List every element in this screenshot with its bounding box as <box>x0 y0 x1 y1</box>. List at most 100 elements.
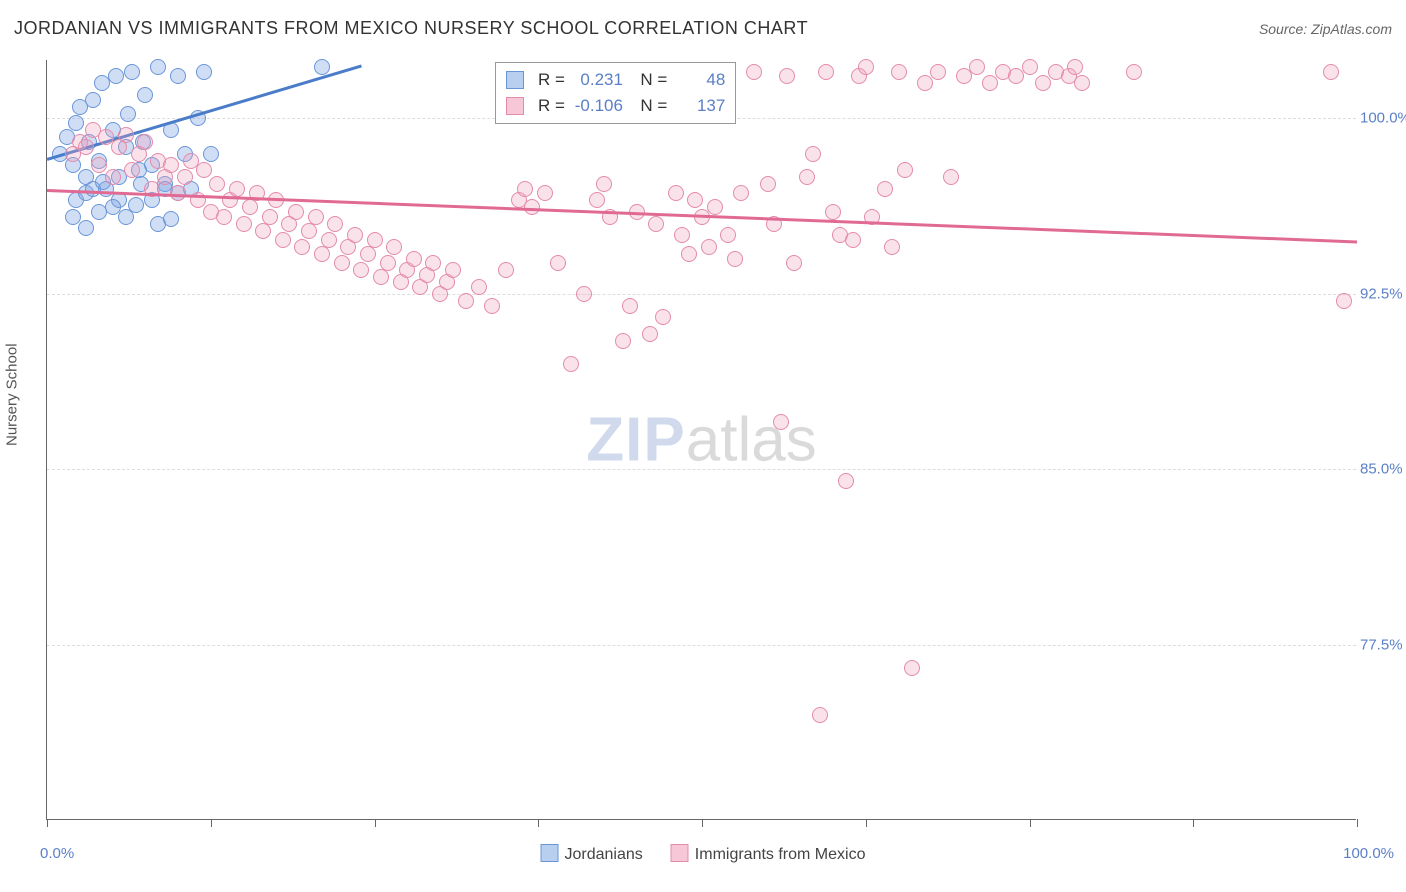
data-point-mexico <box>406 251 422 267</box>
y-tick-label: 100.0% <box>1360 110 1406 127</box>
data-point-jordanians <box>137 87 153 103</box>
data-point-mexico <box>262 209 278 225</box>
data-point-mexico <box>275 232 291 248</box>
data-point-mexico <box>314 246 330 262</box>
data-point-mexico <box>308 209 324 225</box>
data-point-mexico <box>137 134 153 150</box>
y-tick-label: 85.0% <box>1360 461 1406 478</box>
gridline <box>47 645 1356 646</box>
data-point-mexico <box>177 169 193 185</box>
data-point-mexico <box>622 298 638 314</box>
stat-n-mexico: 137 <box>675 93 725 119</box>
plot-area: ZIPatlas 100.0%92.5%85.0%77.5% <box>46 60 1356 820</box>
chart-title: JORDANIAN VS IMMIGRANTS FROM MEXICO NURS… <box>14 18 808 39</box>
data-point-mexico <box>969 59 985 75</box>
data-point-mexico <box>615 333 631 349</box>
data-point-mexico <box>746 64 762 80</box>
stat-r-label: R = <box>538 67 565 93</box>
x-tick <box>866 819 867 827</box>
stat-r-mexico: -0.106 <box>573 93 623 119</box>
data-point-mexico <box>550 255 566 271</box>
data-point-mexico <box>1074 75 1090 91</box>
swatch-jordanians <box>541 844 559 862</box>
legend-label-mexico: Immigrants from Mexico <box>695 846 866 863</box>
data-point-jordanians <box>124 64 140 80</box>
data-point-mexico <box>825 204 841 220</box>
data-point-mexico <box>596 176 612 192</box>
stat-r-jordanians: 0.231 <box>573 67 623 93</box>
data-point-mexico <box>425 255 441 271</box>
data-point-mexico <box>805 146 821 162</box>
swatch-jordanians-icon <box>506 71 524 89</box>
data-point-mexico <box>838 473 854 489</box>
data-point-mexico <box>897 162 913 178</box>
data-point-jordanians <box>163 211 179 227</box>
legend-item-jordanians: Jordanians <box>541 844 643 864</box>
source-attribution: Source: ZipAtlas.com <box>1259 21 1392 37</box>
data-point-mexico <box>1323 64 1339 80</box>
data-point-mexico <box>78 139 94 155</box>
x-tick <box>538 819 539 827</box>
data-point-mexico <box>1067 59 1083 75</box>
data-point-mexico <box>498 262 514 278</box>
data-point-mexico <box>576 286 592 302</box>
x-tick <box>702 819 703 827</box>
data-point-mexico <box>668 185 684 201</box>
data-point-mexico <box>701 239 717 255</box>
data-point-jordanians <box>78 220 94 236</box>
watermark-part2: atlas <box>686 405 817 474</box>
data-point-mexico <box>877 181 893 197</box>
x-axis-max-label: 100.0% <box>1343 845 1394 862</box>
legend-bottom: Jordanians Immigrants from Mexico <box>541 844 866 864</box>
data-point-jordanians <box>203 146 219 162</box>
data-point-mexico <box>589 192 605 208</box>
data-point-mexico <box>353 262 369 278</box>
data-point-mexico <box>642 326 658 342</box>
data-point-mexico <box>196 162 212 178</box>
data-point-mexico <box>386 239 402 255</box>
data-point-mexico <box>1336 293 1352 309</box>
gridline <box>47 469 1356 470</box>
data-point-mexico <box>930 64 946 80</box>
y-tick-label: 77.5% <box>1360 636 1406 653</box>
x-axis-min-label: 0.0% <box>40 845 74 862</box>
swatch-mexico <box>671 844 689 862</box>
data-point-jordanians <box>314 59 330 75</box>
x-tick <box>1193 819 1194 827</box>
data-point-mexico <box>1022 59 1038 75</box>
data-point-mexico <box>484 298 500 314</box>
data-point-mexico <box>773 414 789 430</box>
data-point-mexico <box>760 176 776 192</box>
data-point-mexico <box>445 262 461 278</box>
data-point-mexico <box>236 216 252 232</box>
data-point-mexico <box>321 232 337 248</box>
x-tick <box>375 819 376 827</box>
correlation-stats-box: R = 0.231 N = 48 R = -0.106 N = 137 <box>495 62 736 124</box>
data-point-mexico <box>124 162 140 178</box>
data-point-mexico <box>674 227 690 243</box>
swatch-mexico-icon <box>506 97 524 115</box>
data-point-mexico <box>1035 75 1051 91</box>
x-tick <box>211 819 212 827</box>
data-point-mexico <box>347 227 363 243</box>
data-point-mexico <box>845 232 861 248</box>
data-point-mexico <box>229 181 245 197</box>
data-point-mexico <box>563 356 579 372</box>
data-point-mexico <box>163 157 179 173</box>
data-point-mexico <box>727 251 743 267</box>
data-point-mexico <box>91 157 107 173</box>
data-point-jordanians <box>108 68 124 84</box>
x-tick <box>47 819 48 827</box>
data-point-mexico <box>471 279 487 295</box>
data-point-mexico <box>681 246 697 262</box>
data-point-mexico <box>917 75 933 91</box>
data-point-mexico <box>648 216 664 232</box>
x-tick <box>1030 819 1031 827</box>
data-point-mexico <box>327 216 343 232</box>
stat-r-label: R = <box>538 93 565 119</box>
watermark-part1: ZIP <box>586 405 685 474</box>
x-tick <box>1357 819 1358 827</box>
data-point-mexico <box>288 204 304 220</box>
data-point-mexico <box>105 169 121 185</box>
data-point-mexico <box>118 127 134 143</box>
